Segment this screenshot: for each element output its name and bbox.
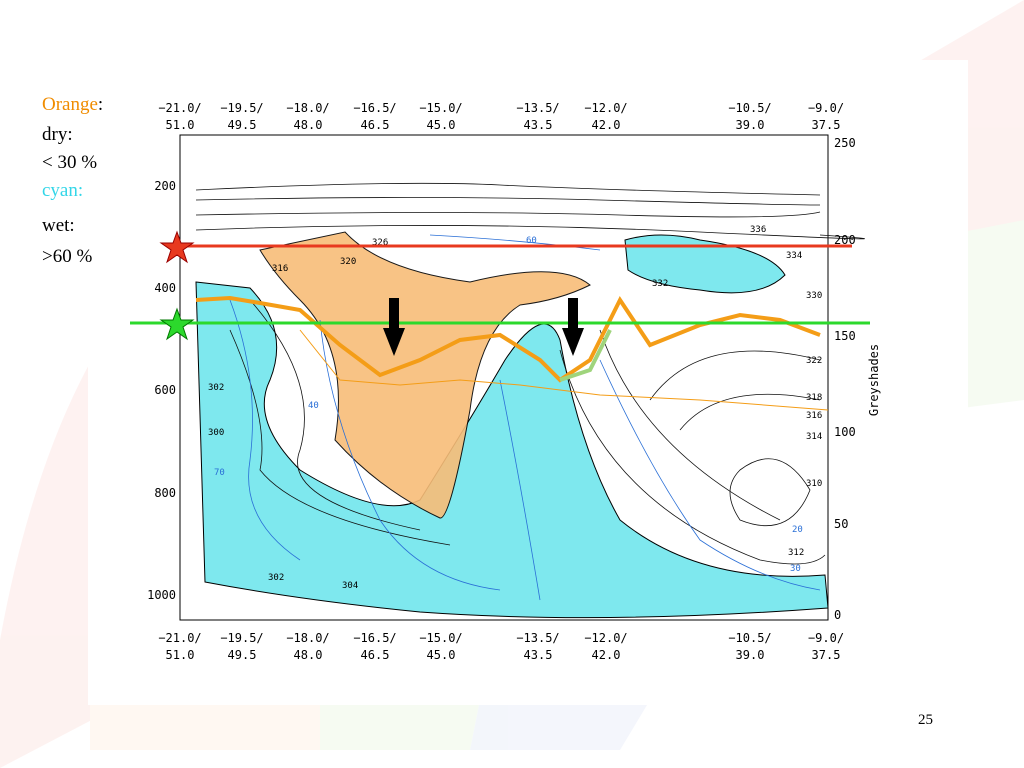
x-tick-label: 51.0 bbox=[166, 118, 195, 132]
x-tick-label: −16.5/ bbox=[353, 101, 396, 115]
contour-label: 20 bbox=[792, 525, 803, 535]
y2-tick-label: 200 bbox=[834, 233, 856, 247]
x-tick-label: 45.0 bbox=[427, 118, 456, 132]
greyshade-trace bbox=[559, 329, 612, 382]
contour-label: 302 bbox=[208, 383, 224, 393]
dry-region bbox=[259, 231, 591, 519]
contour-labels: 336 332 320 316 330 322 318 316 314 310 … bbox=[208, 225, 822, 591]
y2-tick-label: 250 bbox=[834, 136, 856, 150]
contour-label: 312 bbox=[788, 548, 804, 558]
x-tick-label: −9.0/ bbox=[808, 101, 844, 115]
contour-label: 316 bbox=[806, 411, 822, 421]
wet-region bbox=[624, 234, 786, 294]
contour-label: 304 bbox=[342, 581, 358, 591]
x-tick-label: −15.0/ bbox=[419, 101, 462, 115]
x-tick-label: −10.5/ bbox=[728, 101, 771, 115]
y2-tick-label: 0 bbox=[834, 608, 841, 622]
y-tick-label: 400 bbox=[154, 281, 176, 295]
contour-label: 314 bbox=[806, 432, 822, 442]
down-arrow bbox=[383, 298, 405, 356]
legend-dry-threshold: < 30 % bbox=[42, 152, 97, 173]
x-tick-label: −16.5/ bbox=[353, 631, 396, 645]
right-axis: 250 200 150 100 50 0 Greyshades bbox=[834, 136, 881, 622]
x-tick-label: −15.0/ bbox=[419, 631, 462, 645]
x-tick-label: 42.0 bbox=[592, 648, 621, 662]
contour-label: 326 bbox=[372, 238, 388, 248]
legend: Orange: dry: < 30 % cyan: wet: >60 % bbox=[42, 94, 103, 267]
down-arrow bbox=[562, 298, 584, 356]
y2-title: Greyshades bbox=[867, 344, 881, 416]
theta-contours bbox=[195, 182, 865, 565]
x-tick-label: −19.5/ bbox=[220, 101, 263, 115]
contour-label: 334 bbox=[786, 251, 802, 261]
cross-section: 336 332 320 316 330 322 318 316 314 310 … bbox=[130, 101, 881, 662]
y-tick-label: 600 bbox=[154, 383, 176, 397]
y2-tick-label: 50 bbox=[834, 517, 848, 531]
x-tick-label: −10.5/ bbox=[728, 631, 771, 645]
contour-label: 60 bbox=[526, 236, 537, 246]
contour-label: 330 bbox=[806, 291, 822, 301]
legend-dry: dry: bbox=[42, 124, 73, 145]
legend-orange: Orange: bbox=[42, 94, 103, 115]
x-tick-label: 42.0 bbox=[592, 118, 621, 132]
x-tick-label: 46.5 bbox=[361, 118, 390, 132]
x-tick-label: 51.0 bbox=[166, 648, 195, 662]
green-star bbox=[159, 307, 195, 341]
x-tick-label: 43.5 bbox=[524, 648, 553, 662]
humidity-contours bbox=[229, 234, 821, 601]
contour-label: 40 bbox=[308, 401, 319, 411]
x-tick-label: −9.0/ bbox=[808, 631, 844, 645]
y-tick-label: 800 bbox=[154, 486, 176, 500]
contour-label: 302 bbox=[268, 573, 284, 583]
x-tick-label: 48.0 bbox=[294, 118, 323, 132]
x-tick-label: 49.5 bbox=[228, 648, 257, 662]
contour-label: 70 bbox=[214, 468, 225, 478]
x-tick-label: −18.0/ bbox=[286, 101, 329, 115]
x-tick-label: 46.5 bbox=[361, 648, 390, 662]
greyshade-trace-thin bbox=[299, 329, 829, 411]
page-number: 25 bbox=[918, 712, 933, 728]
x-tick-label: 49.5 bbox=[228, 118, 257, 132]
contour-label: 332 bbox=[652, 279, 668, 289]
contour-label: 320 bbox=[340, 257, 356, 267]
x-tick-label: 48.0 bbox=[294, 648, 323, 662]
legend-wet-threshold: >60 % bbox=[42, 246, 92, 267]
x-tick-label: −12.0/ bbox=[584, 631, 627, 645]
y2-tick-label: 150 bbox=[834, 329, 856, 343]
x-tick-label: 37.5 bbox=[812, 648, 841, 662]
x-axis: −21.0/51.0 −21.0/51.0 −19.5/49.5 −19.5/49.5… bbox=[158, 101, 844, 662]
red-star bbox=[159, 230, 195, 264]
x-tick-label: −13.5/ bbox=[516, 631, 559, 645]
x-tick-label: 39.0 bbox=[736, 648, 765, 662]
x-tick-label: −12.0/ bbox=[584, 101, 627, 115]
contour-label: 322 bbox=[806, 356, 822, 366]
y2-tick-label: 100 bbox=[834, 425, 856, 439]
x-tick-label: −21.0/ bbox=[158, 101, 201, 115]
y-tick-label: 200 bbox=[154, 179, 176, 193]
x-tick-label: −21.0/ bbox=[158, 631, 201, 645]
contour-label: 336 bbox=[750, 225, 766, 235]
x-tick-label: 37.5 bbox=[812, 118, 841, 132]
y-tick-label: 1000 bbox=[147, 588, 176, 602]
contour-label: 318 bbox=[806, 393, 822, 403]
contour-label: 310 bbox=[806, 479, 822, 489]
x-tick-label: 43.5 bbox=[524, 118, 553, 132]
legend-wet: wet: bbox=[42, 215, 75, 236]
contour-label: 300 bbox=[208, 428, 224, 438]
x-tick-label: 39.0 bbox=[736, 118, 765, 132]
left-axis: 200 400 600 800 1000 bbox=[147, 179, 176, 602]
x-tick-label: −19.5/ bbox=[220, 631, 263, 645]
contour-label: 316 bbox=[272, 264, 288, 274]
x-tick-label: −13.5/ bbox=[516, 101, 559, 115]
x-tick-label: 45.0 bbox=[427, 648, 456, 662]
contour-label: 30 bbox=[790, 564, 801, 574]
x-tick-label: −18.0/ bbox=[286, 631, 329, 645]
legend-cyan: cyan: bbox=[42, 180, 83, 201]
